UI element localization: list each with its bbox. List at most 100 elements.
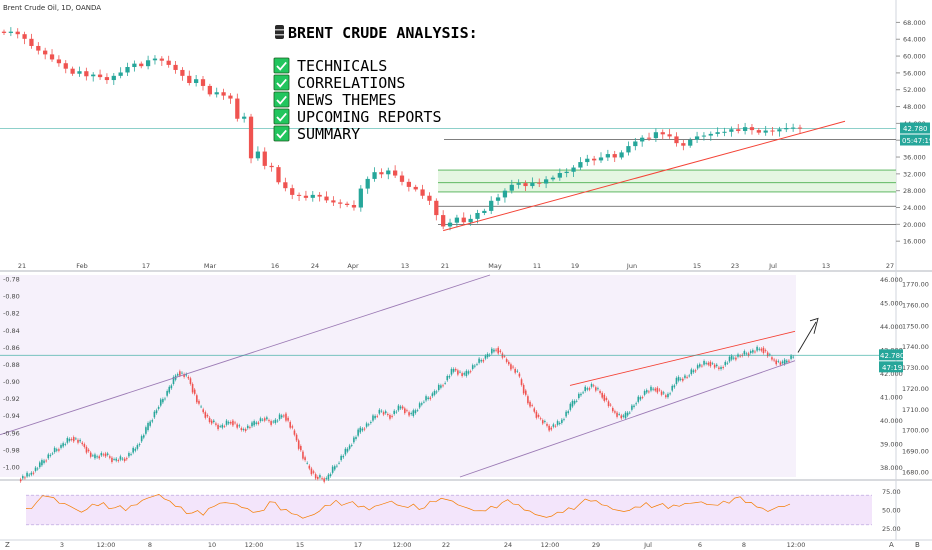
- candle[interactable]: [427, 192, 432, 205]
- candle[interactable]: [399, 171, 405, 186]
- candle[interactable]: [29, 33, 34, 49]
- candle[interactable]: [557, 168, 562, 181]
- candle[interactable]: [736, 124, 741, 134]
- candle[interactable]: [1, 29, 7, 36]
- candle[interactable]: [592, 155, 597, 166]
- candle[interactable]: [379, 168, 384, 179]
- candle[interactable]: [495, 193, 501, 205]
- candle[interactable]: [537, 178, 542, 188]
- candle[interactable]: [338, 199, 343, 209]
- candle[interactable]: [235, 93, 240, 122]
- candle[interactable]: [502, 188, 508, 203]
- log-scale-icon[interactable]: B: [915, 541, 920, 549]
- candle[interactable]: [543, 176, 549, 189]
- candle[interactable]: [482, 208, 487, 216]
- candle[interactable]: [660, 129, 665, 140]
- candle[interactable]: [159, 56, 164, 66]
- candle[interactable]: [694, 131, 700, 143]
- auto-scale-icon[interactable]: A: [889, 541, 894, 549]
- candle[interactable]: [91, 72, 96, 82]
- candle[interactable]: [715, 127, 720, 137]
- candle[interactable]: [626, 141, 631, 156]
- candle[interactable]: [132, 60, 137, 72]
- candle[interactable]: [770, 127, 775, 136]
- candle[interactable]: [585, 154, 590, 166]
- candle[interactable]: [97, 69, 103, 80]
- candle[interactable]: [324, 191, 329, 203]
- candle[interactable]: [763, 125, 768, 136]
- candle[interactable]: [248, 113, 254, 164]
- candle[interactable]: [221, 88, 226, 100]
- candle[interactable]: [290, 184, 295, 200]
- timezone-icon[interactable]: Z: [5, 541, 10, 549]
- candle[interactable]: [303, 190, 309, 201]
- candle[interactable]: [619, 150, 624, 160]
- candle[interactable]: [523, 180, 528, 191]
- candle[interactable]: [489, 196, 494, 215]
- candle[interactable]: [49, 49, 55, 62]
- candle[interactable]: [139, 61, 144, 69]
- candle[interactable]: [564, 168, 569, 178]
- resistance-line[interactable]: [569, 330, 796, 386]
- candle[interactable]: [77, 66, 82, 77]
- candle[interactable]: [269, 162, 274, 172]
- candle[interactable]: [550, 175, 556, 182]
- candle[interactable]: [200, 76, 206, 91]
- candle[interactable]: [317, 192, 322, 202]
- candle[interactable]: [15, 28, 20, 39]
- candle[interactable]: [667, 129, 672, 139]
- candle[interactable]: [784, 123, 789, 133]
- candle[interactable]: [441, 210, 446, 230]
- candle[interactable]: [43, 47, 48, 60]
- candle[interactable]: [187, 70, 192, 86]
- candle[interactable]: [63, 60, 68, 74]
- candle[interactable]: [729, 126, 734, 137]
- candle[interactable]: [434, 198, 439, 221]
- candle[interactable]: [749, 124, 755, 135]
- candle[interactable]: [8, 27, 13, 37]
- candle[interactable]: [461, 212, 466, 225]
- candle[interactable]: [173, 61, 178, 74]
- candle[interactable]: [283, 177, 288, 192]
- candle[interactable]: [125, 62, 130, 76]
- candle[interactable]: [393, 165, 398, 178]
- candle[interactable]: [180, 67, 185, 81]
- candle[interactable]: [276, 165, 281, 185]
- candle[interactable]: [406, 178, 411, 192]
- candle[interactable]: [207, 83, 212, 97]
- candle[interactable]: [194, 75, 199, 87]
- candle[interactable]: [454, 214, 460, 228]
- candle[interactable]: [516, 179, 521, 189]
- candle[interactable]: [598, 152, 604, 163]
- candle[interactable]: [104, 73, 110, 84]
- candle[interactable]: [262, 147, 267, 170]
- channel-upper-line[interactable]: [0, 274, 491, 436]
- candle[interactable]: [756, 128, 761, 135]
- uptrend-line[interactable]: [443, 120, 846, 232]
- candle[interactable]: [372, 167, 377, 182]
- candle[interactable]: [633, 137, 638, 151]
- candle[interactable]: [84, 67, 89, 81]
- candle[interactable]: [22, 31, 27, 45]
- candle[interactable]: [578, 157, 583, 171]
- candle[interactable]: [331, 196, 336, 206]
- candle[interactable]: [688, 137, 693, 148]
- candle[interactable]: [509, 179, 514, 194]
- candle[interactable]: [777, 126, 782, 137]
- candle[interactable]: [242, 112, 247, 123]
- candle[interactable]: [605, 149, 610, 161]
- channel-lower-line[interactable]: [459, 360, 796, 478]
- candle[interactable]: [36, 42, 41, 55]
- candle[interactable]: [612, 150, 617, 163]
- candle[interactable]: [152, 55, 158, 65]
- candle[interactable]: [296, 192, 302, 201]
- candle[interactable]: [386, 167, 391, 180]
- candle[interactable]: [358, 185, 363, 212]
- candle[interactable]: [530, 177, 535, 189]
- candle[interactable]: [351, 200, 357, 211]
- candle[interactable]: [56, 55, 62, 67]
- candle[interactable]: [797, 124, 803, 134]
- candle[interactable]: [420, 184, 425, 199]
- candle[interactable]: [674, 132, 679, 147]
- candle[interactable]: [214, 87, 219, 98]
